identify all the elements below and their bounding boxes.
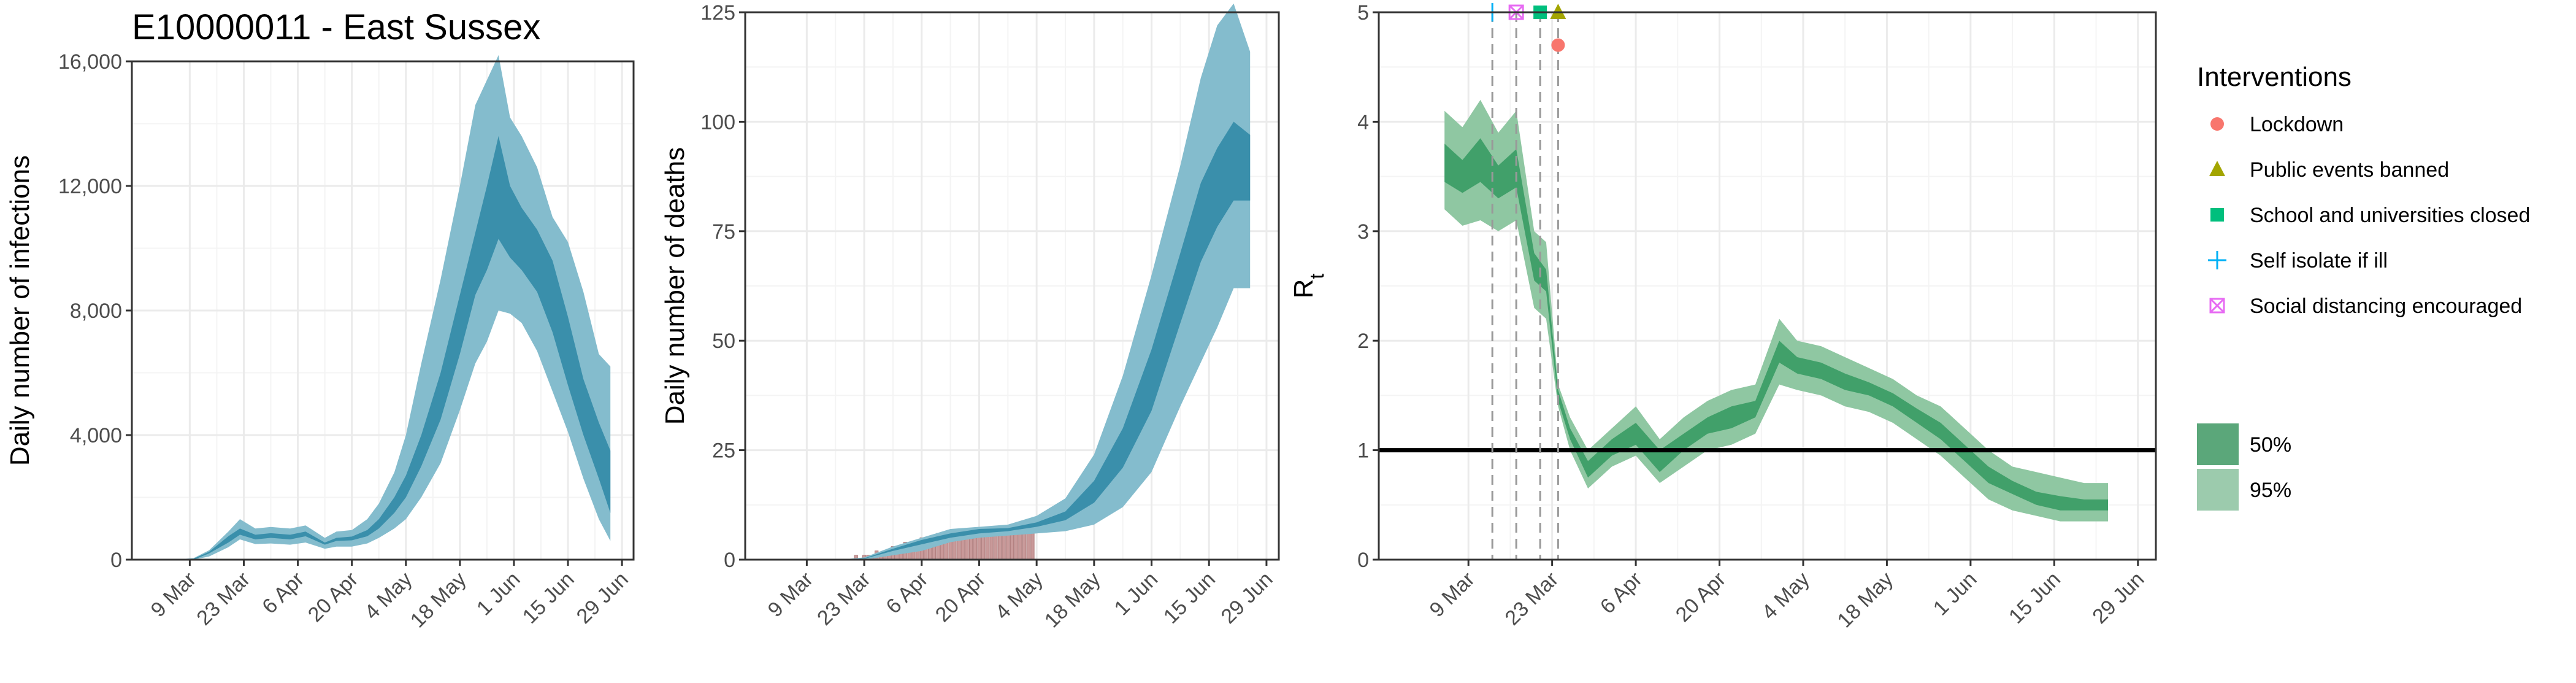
panel-border bbox=[744, 11, 1280, 561]
y-tick-label: 125 bbox=[700, 1, 735, 25]
y-tick-label: 25 bbox=[712, 439, 735, 463]
x-tick-label: 23 Mar bbox=[192, 568, 255, 630]
x-tick-label: 23 Mar bbox=[1501, 568, 1563, 630]
legend-label: School and universities closed bbox=[2250, 204, 2530, 227]
legend-marker bbox=[2208, 251, 2226, 269]
x-tick-label: 1 Jun bbox=[1110, 568, 1163, 620]
legend-title: Interventions bbox=[2197, 62, 2352, 92]
rt-panel: 0 1 2 3 4 5 9 Mar 23 Mar 6 Apr 20 Apr 4 May 18 May 1… bbox=[1289, 1, 2157, 633]
legend-band-swatch bbox=[2197, 469, 2239, 511]
y-axis-title: Daily number of deaths bbox=[660, 147, 690, 425]
y-axis-title: Daily number of infections bbox=[5, 155, 35, 466]
y-axis-title-main: R bbox=[1289, 279, 1319, 299]
legend-marker bbox=[2210, 117, 2224, 131]
band-50-area bbox=[1444, 138, 2108, 511]
y-tick-label: 3 bbox=[1357, 220, 1369, 244]
observed-death-bar bbox=[1010, 533, 1014, 560]
legend-label: Public events banned bbox=[2250, 158, 2449, 182]
x-tick-label: 18 May bbox=[1833, 568, 1898, 633]
legend-marker bbox=[2209, 298, 2225, 314]
y-tick-label: 75 bbox=[712, 220, 735, 244]
x-tick-label: 29 Jun bbox=[572, 568, 633, 628]
y-tick-label: 16,000 bbox=[58, 50, 122, 74]
x-tick-label: 20 Apr bbox=[304, 568, 362, 627]
x-tick-label: 23 Mar bbox=[813, 568, 875, 630]
legend-band-label: 50% bbox=[2250, 433, 2291, 457]
x-tick-label: 1 Jun bbox=[1929, 568, 1982, 620]
x-tick-label: 9 Mar bbox=[764, 568, 818, 622]
band-95-area bbox=[1444, 99, 2108, 522]
x-tick-label: 15 Jun bbox=[518, 568, 579, 628]
y-tick-label: 12,000 bbox=[58, 175, 122, 198]
legend-marker bbox=[2210, 208, 2224, 222]
legend: Interventions Lockdown Public events banne… bbox=[2197, 62, 2530, 511]
x-tick-label: 20 Apr bbox=[931, 568, 990, 627]
x-tick-label: 6 Apr bbox=[1596, 568, 1647, 619]
y-tick-label: 0 bbox=[1357, 549, 1369, 572]
x-tick-label: 29 Jun bbox=[2088, 568, 2149, 628]
y-tick-label: 1 bbox=[1357, 439, 1369, 463]
y-axis-title: Rt bbox=[1289, 274, 1328, 299]
x-tick-label: 1 Jun bbox=[472, 568, 525, 620]
observed-death-bar bbox=[994, 533, 998, 560]
y-tick-label: 4 bbox=[1357, 110, 1369, 134]
x-tick-label: 6 Apr bbox=[881, 568, 932, 619]
y-tick-label: 0 bbox=[724, 549, 735, 572]
y-tick-label: 100 bbox=[700, 110, 735, 134]
y-axis-title-subscript: t bbox=[1306, 274, 1328, 279]
legend-band-swatch bbox=[2197, 423, 2239, 465]
legend-label: Self isolate if ill bbox=[2250, 249, 2388, 272]
y-tick-label: 5 bbox=[1357, 1, 1369, 25]
x-tick-label: 29 Jun bbox=[1217, 568, 1278, 628]
band-50-area bbox=[174, 136, 611, 560]
x-tick-label: 4 May bbox=[991, 568, 1047, 624]
x-tick-label: 6 Apr bbox=[258, 568, 309, 619]
x-tick-label: 18 May bbox=[406, 568, 471, 633]
x-tick-label: 18 May bbox=[1040, 568, 1105, 633]
panel-border bbox=[1378, 11, 2157, 561]
observed-death-bar bbox=[1022, 533, 1027, 560]
x-tick-label: 15 Jun bbox=[1159, 568, 1220, 628]
observed-death-bar bbox=[985, 533, 990, 560]
chart-title: E10000011 - East Sussex bbox=[132, 7, 540, 47]
y-tick-label: 4,000 bbox=[70, 424, 122, 447]
legend-band-label: 95% bbox=[2250, 479, 2291, 502]
x-tick-label: 4 May bbox=[1757, 568, 1814, 624]
x-tick-label: 20 Apr bbox=[1671, 568, 1730, 627]
x-tick-label: 9 Mar bbox=[1425, 568, 1479, 622]
legend-label: Lockdown bbox=[2250, 113, 2344, 136]
intervention-marker bbox=[1551, 38, 1565, 52]
band-95-area bbox=[839, 3, 1251, 560]
observed-death-bar bbox=[965, 537, 969, 560]
y-tick-label: 50 bbox=[712, 330, 735, 353]
y-tick-label: 0 bbox=[110, 549, 122, 572]
y-tick-label: 8,000 bbox=[70, 299, 122, 323]
y-tick-label: 2 bbox=[1357, 330, 1369, 353]
legend-label: Social distancing encouraged bbox=[2250, 295, 2522, 318]
observed-death-bar bbox=[1002, 533, 1006, 560]
band-50-area bbox=[839, 122, 1251, 560]
x-tick-label: 15 Jun bbox=[2004, 568, 2065, 628]
legend-marker bbox=[2209, 161, 2225, 176]
